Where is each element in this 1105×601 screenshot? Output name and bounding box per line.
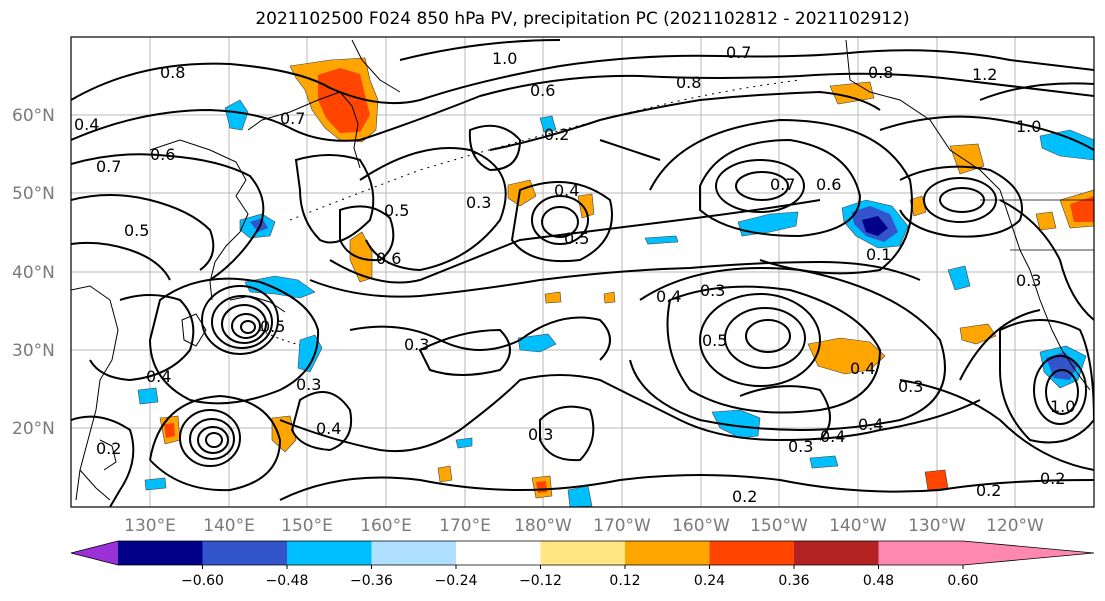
colorbar: −0.60 −0.48 −0.36 −0.24 −0.12 0.12 0.24 … bbox=[70, 540, 1095, 589]
precipitation-shading bbox=[137, 57, 1094, 507]
colorbar-tick-label: 0.36 bbox=[778, 573, 809, 589]
colorbar-tick-label: −0.48 bbox=[266, 573, 309, 589]
lon-label: 150°W bbox=[750, 516, 808, 536]
lon-label: 160°E bbox=[360, 516, 412, 536]
contour-label: 0.7 bbox=[96, 157, 121, 176]
contour-label: 0.3 bbox=[700, 281, 725, 300]
lon-label: 170°E bbox=[439, 516, 491, 536]
colorbar-tick-label: −0.60 bbox=[181, 573, 224, 589]
lat-label: 30°N bbox=[12, 341, 55, 361]
colorbar-extend-right bbox=[963, 541, 1094, 565]
map-title: 2021102500 F024 850 hPa PV, precipitatio… bbox=[255, 9, 910, 29]
lon-label: 140°E bbox=[203, 516, 255, 536]
contour-labels: 0.8 1.0 0.7 0.8 0.6 0.7 0.8 1.2 0.4 0.7 … bbox=[74, 43, 1075, 506]
contour-label: 0.3 bbox=[1016, 271, 1041, 290]
contour-label: 0.6 bbox=[816, 175, 841, 194]
lon-label: 150°E bbox=[281, 516, 333, 536]
lat-label: 50°N bbox=[12, 184, 55, 204]
contour-label: 0.5 bbox=[260, 317, 285, 336]
contour-label: 1.0 bbox=[1016, 117, 1041, 136]
contour-label: 0.7 bbox=[726, 43, 751, 62]
contour-label: 0.2 bbox=[544, 125, 569, 144]
contour-label: 0.3 bbox=[788, 437, 813, 456]
contour-label: 0.3 bbox=[404, 335, 429, 354]
longitude-labels: 130°E 140°E 150°E 160°E 170°E 180°W 170°… bbox=[124, 516, 1044, 536]
contour-label: 0.4 bbox=[316, 419, 341, 438]
lat-label: 20°N bbox=[12, 419, 55, 439]
pv-contours bbox=[71, 39, 1094, 507]
contour-label: 0.3 bbox=[528, 425, 553, 444]
latitude-labels: 60°N 50°N 40°N 30°N 20°N bbox=[12, 106, 55, 439]
contour-label: 1.2 bbox=[972, 65, 997, 84]
contour-label: 0.4 bbox=[74, 115, 99, 134]
lat-label: 60°N bbox=[12, 106, 55, 126]
contour-label: 0.6 bbox=[150, 145, 175, 164]
contour-label: 0.3 bbox=[466, 193, 491, 212]
contour-label: 0.5 bbox=[124, 221, 149, 240]
colorbar-tick-label: −0.12 bbox=[519, 573, 562, 589]
colorbar-segment bbox=[371, 541, 456, 565]
colorbar-segment bbox=[118, 541, 203, 565]
lon-label: 130°W bbox=[908, 516, 966, 536]
contour-label: 0.6 bbox=[376, 249, 401, 268]
colorbar-tick-label: 0.12 bbox=[609, 573, 640, 589]
contour-label: 0.7 bbox=[280, 109, 305, 128]
lon-label: 140°W bbox=[829, 516, 887, 536]
colorbar-tick-label: 0.60 bbox=[947, 573, 978, 589]
colorbar-segment bbox=[709, 541, 794, 565]
map-frame bbox=[70, 36, 1095, 508]
contour-label: 1.0 bbox=[1050, 397, 1075, 416]
lon-label: 160°W bbox=[672, 516, 730, 536]
coastlines bbox=[71, 39, 1094, 501]
lon-label: 130°E bbox=[124, 516, 176, 536]
contour-label: 0.8 bbox=[160, 63, 185, 82]
contour-label: 0.2 bbox=[1040, 469, 1065, 488]
contour-label: 0.8 bbox=[868, 63, 893, 82]
lon-label: 120°W bbox=[986, 516, 1044, 536]
contour-label: 0.2 bbox=[976, 481, 1001, 500]
colorbar-tick-label: 0.48 bbox=[863, 573, 894, 589]
colorbar-tick-label: 0.24 bbox=[694, 573, 725, 589]
colorbar-extend-left bbox=[71, 541, 118, 565]
contour-label: 0.5 bbox=[702, 331, 727, 350]
contour-label: 0.2 bbox=[96, 439, 121, 458]
colorbar-segment bbox=[540, 541, 625, 565]
contour-label: 0.5 bbox=[384, 201, 409, 220]
contour-label: 0.5 bbox=[564, 229, 589, 248]
lon-label: 170°W bbox=[593, 516, 651, 536]
contour-label: 0.1 bbox=[866, 245, 891, 264]
contour-label: 0.2 bbox=[732, 487, 757, 506]
contour-label: 0.4 bbox=[858, 415, 883, 434]
contour-label: 0.6 bbox=[530, 81, 555, 100]
colorbar-segment bbox=[625, 541, 710, 565]
lat-label: 40°N bbox=[12, 263, 55, 283]
colorbar-segment bbox=[287, 541, 372, 565]
colorbar-segment bbox=[878, 541, 963, 565]
contour-label: 0.3 bbox=[898, 377, 923, 396]
contour-label: 0.7 bbox=[770, 175, 795, 194]
colorbar-segment bbox=[202, 541, 287, 565]
colorbar-tick-label: −0.24 bbox=[435, 573, 478, 589]
contour-label: 0.8 bbox=[676, 73, 701, 92]
contour-label: 1.0 bbox=[492, 49, 517, 68]
contour-label: 0.4 bbox=[656, 287, 681, 306]
contour-label: 0.4 bbox=[554, 181, 579, 200]
colorbar-tick-label: −0.36 bbox=[350, 573, 393, 589]
contour-label: 0.3 bbox=[296, 375, 321, 394]
contour-label: 0.4 bbox=[820, 427, 845, 446]
colorbar-segment bbox=[794, 541, 879, 565]
contour-label: 0.4 bbox=[146, 367, 171, 386]
contour-label: 0.4 bbox=[850, 359, 875, 378]
lon-label: 180°W bbox=[514, 516, 572, 536]
colorbar-segment bbox=[456, 541, 541, 565]
